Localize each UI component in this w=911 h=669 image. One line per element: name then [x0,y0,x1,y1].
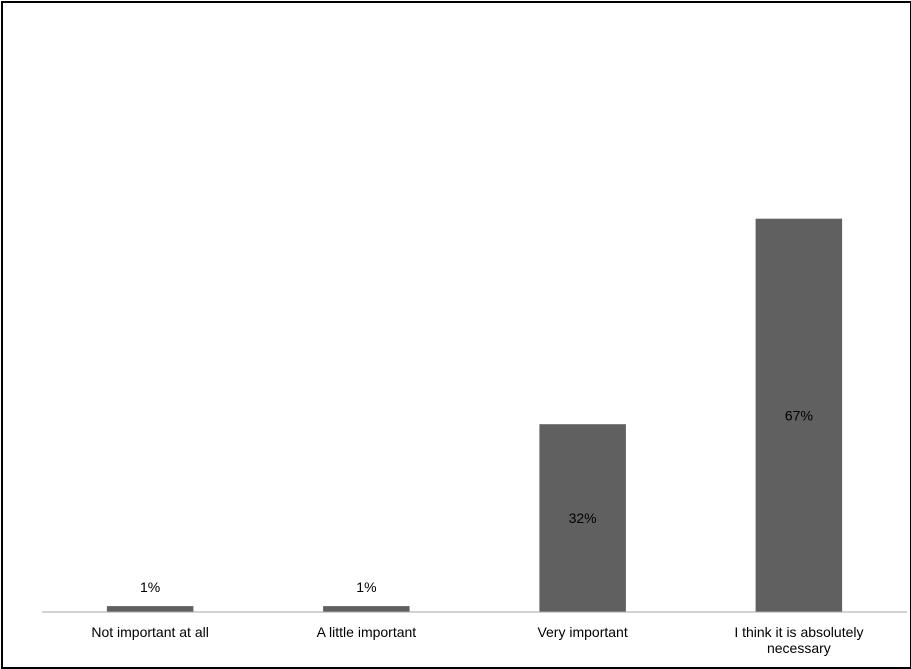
data-label-2: 32% [569,510,597,526]
x-tick-label-line: Not important at all [91,624,209,640]
bar-3 [755,218,843,612]
x-tick-label-line: A little important [317,624,417,640]
bar-1 [323,606,410,612]
x-tick-label-1: A little important [317,624,417,640]
x-tick-label-line: necessary [767,640,831,656]
data-label-0: 1% [140,579,160,595]
bar-0 [106,606,194,612]
bars-group [106,218,843,612]
x-tick-label-2: Very important [537,624,627,640]
x-tick-labels-group: Not important at all A little important Ve… [91,624,863,656]
data-label-3: 67% [785,407,813,423]
bar-2 [539,424,626,612]
data-labels-group: 1% 1% 32% 67% [140,407,813,595]
x-tick-label-0: Not important at all [91,624,209,640]
x-tick-label-line: I think it is absolutely [734,624,863,640]
x-tick-label-3: I think it is absolutely necessary [734,624,863,656]
data-label-1: 1% [356,579,376,595]
x-tick-label-line: Very important [537,624,627,640]
